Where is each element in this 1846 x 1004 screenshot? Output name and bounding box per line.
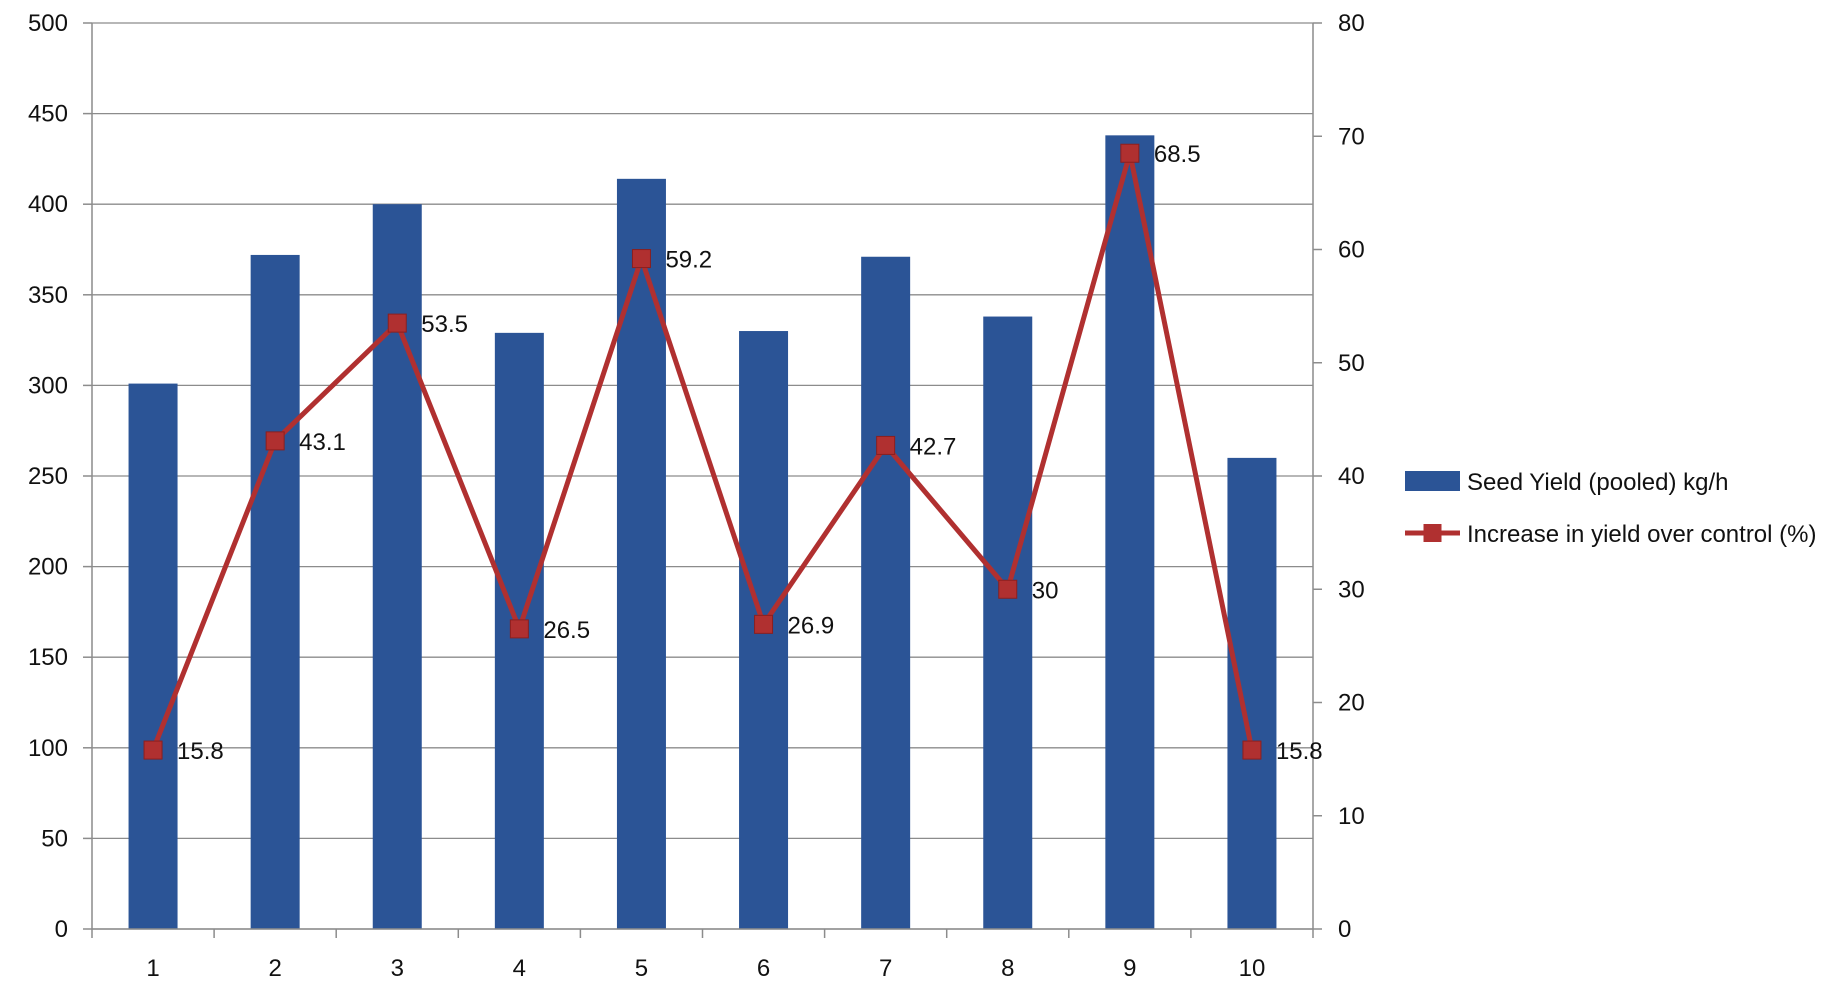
right-tick-label: 0 bbox=[1338, 916, 1351, 943]
line-marker bbox=[387, 313, 407, 333]
left-tick-label: 300 bbox=[28, 372, 68, 399]
bar-8 bbox=[983, 316, 1033, 929]
x-tick-label: 1 bbox=[146, 955, 159, 982]
left-axis-ticks: 0 50 100 150 200 250 300 350 400 450 500 bbox=[28, 10, 92, 943]
x-tick-label: 2 bbox=[268, 955, 281, 982]
right-tick-label: 40 bbox=[1338, 463, 1365, 490]
left-tick-label: 450 bbox=[28, 101, 68, 128]
line-marker bbox=[509, 619, 529, 639]
left-tick-label: 100 bbox=[28, 735, 68, 762]
series-line bbox=[150, 150, 1255, 751]
left-tick-label: 350 bbox=[28, 282, 68, 309]
left-tick-label: 250 bbox=[28, 463, 68, 490]
x-tick-label: 4 bbox=[513, 955, 526, 982]
right-tick-label: 20 bbox=[1338, 690, 1365, 717]
left-tick-label: 150 bbox=[28, 644, 68, 671]
right-tick-label: 70 bbox=[1338, 123, 1365, 150]
data-label: 53.5 bbox=[421, 311, 468, 338]
x-tick-label: 8 bbox=[1001, 955, 1014, 982]
x-tick-label: 6 bbox=[757, 955, 770, 982]
left-tick-label: 50 bbox=[41, 825, 68, 852]
line-marker bbox=[998, 579, 1018, 599]
line-marker bbox=[265, 431, 285, 451]
bar-5 bbox=[616, 178, 666, 929]
bar-3 bbox=[372, 204, 422, 929]
left-tick-label: 200 bbox=[28, 554, 68, 581]
x-axis-ticks: 1 2 3 4 5 6 7 8 9 10 bbox=[91, 929, 1314, 982]
bar-7 bbox=[861, 256, 911, 929]
legend-swatch-marker bbox=[1423, 524, 1442, 542]
data-label: 26.9 bbox=[788, 612, 835, 639]
bar-10 bbox=[1227, 457, 1277, 929]
line-series-increase-in-yield: 15.8 43.1 53.5 26.5 59.2 26.9 42.7 30 68.5 15.8 bbox=[143, 141, 1323, 765]
left-tick-label: 500 bbox=[28, 10, 68, 37]
left-tick-label: 0 bbox=[55, 916, 68, 943]
line-marker bbox=[876, 435, 896, 455]
legend-swatch-bar bbox=[1405, 471, 1460, 491]
right-tick-label: 30 bbox=[1338, 576, 1365, 603]
line-marker bbox=[631, 249, 651, 269]
legend-label-bar: Seed Yield (pooled) kg/h bbox=[1467, 469, 1729, 496]
right-tick-label: 50 bbox=[1338, 350, 1365, 377]
data-label: 43.1 bbox=[299, 429, 346, 456]
x-tick-label: 5 bbox=[635, 955, 648, 982]
line-marker bbox=[1242, 740, 1262, 760]
data-label: 26.5 bbox=[543, 617, 590, 644]
data-label: 42.7 bbox=[910, 433, 957, 460]
right-tick-label: 60 bbox=[1338, 237, 1365, 264]
line-marker bbox=[1120, 143, 1140, 163]
data-label: 59.2 bbox=[665, 247, 712, 274]
bar-2 bbox=[250, 254, 300, 929]
left-tick-label: 400 bbox=[28, 191, 68, 218]
data-label: 15.8 bbox=[177, 738, 224, 765]
data-label: 15.8 bbox=[1276, 738, 1323, 765]
legend-label-line: Increase in yield over control (%) bbox=[1467, 521, 1816, 548]
bar-series-seed-yield bbox=[128, 135, 1277, 929]
x-tick-label: 10 bbox=[1239, 955, 1266, 982]
legend: Seed Yield (pooled) kg/h Increase in yiel… bbox=[1405, 469, 1816, 548]
right-tick-label: 10 bbox=[1338, 803, 1365, 830]
right-tick-label: 80 bbox=[1338, 10, 1365, 37]
bar-1 bbox=[128, 383, 178, 929]
line-marker bbox=[754, 614, 774, 634]
x-tick-label: 7 bbox=[879, 955, 892, 982]
x-tick-label: 9 bbox=[1123, 955, 1136, 982]
right-axis-ticks: 0 10 20 30 40 50 60 70 80 bbox=[1313, 10, 1365, 943]
data-label: 68.5 bbox=[1154, 141, 1201, 168]
data-label: 30 bbox=[1032, 577, 1059, 604]
bar-9 bbox=[1105, 135, 1155, 929]
line-marker bbox=[143, 740, 163, 760]
x-tick-label: 3 bbox=[391, 955, 404, 982]
